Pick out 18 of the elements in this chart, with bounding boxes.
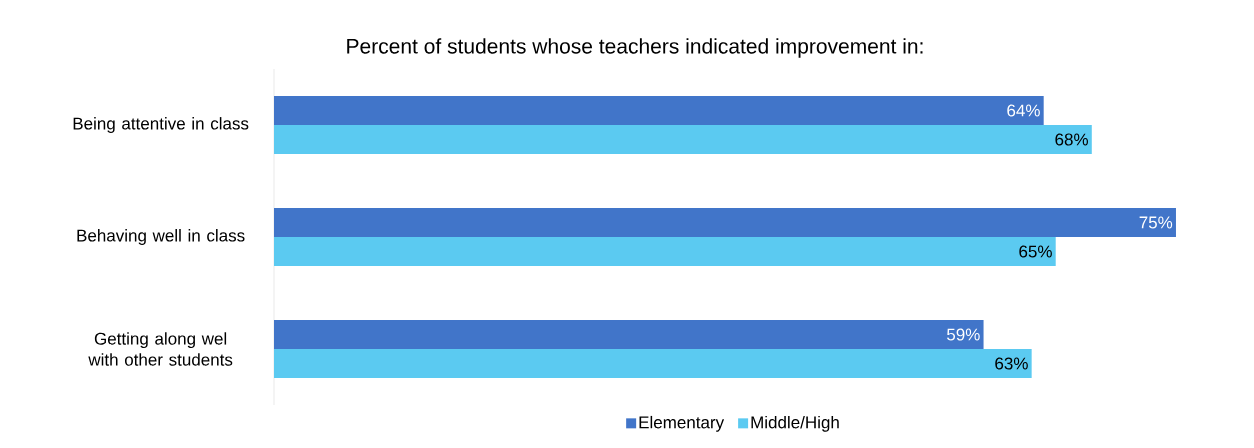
data-label: 65%	[1019, 245, 1052, 258]
data-label: 59%	[947, 328, 980, 341]
y-tick-label: Behaving well in class	[77, 229, 245, 245]
bar	[274, 349, 1032, 378]
bar	[274, 208, 1176, 237]
data-label: 68%	[1055, 133, 1088, 146]
data-label: 75%	[1139, 216, 1173, 229]
legend-label: Elementary	[639, 415, 725, 432]
bar	[274, 320, 984, 349]
y-tick-label: Getting along wel with other students	[88, 332, 233, 366]
chart-title: Percent of students whose teachers indicated improvement in:	[347, 38, 923, 58]
data-label: 63%	[995, 357, 1028, 370]
legend-label: Middle/High	[751, 415, 839, 432]
y-tick-label: Being attentive in class	[73, 117, 249, 133]
bar	[274, 125, 1092, 154]
bar	[274, 96, 1044, 125]
data-label: 64%	[1007, 104, 1040, 117]
bar	[274, 237, 1056, 266]
